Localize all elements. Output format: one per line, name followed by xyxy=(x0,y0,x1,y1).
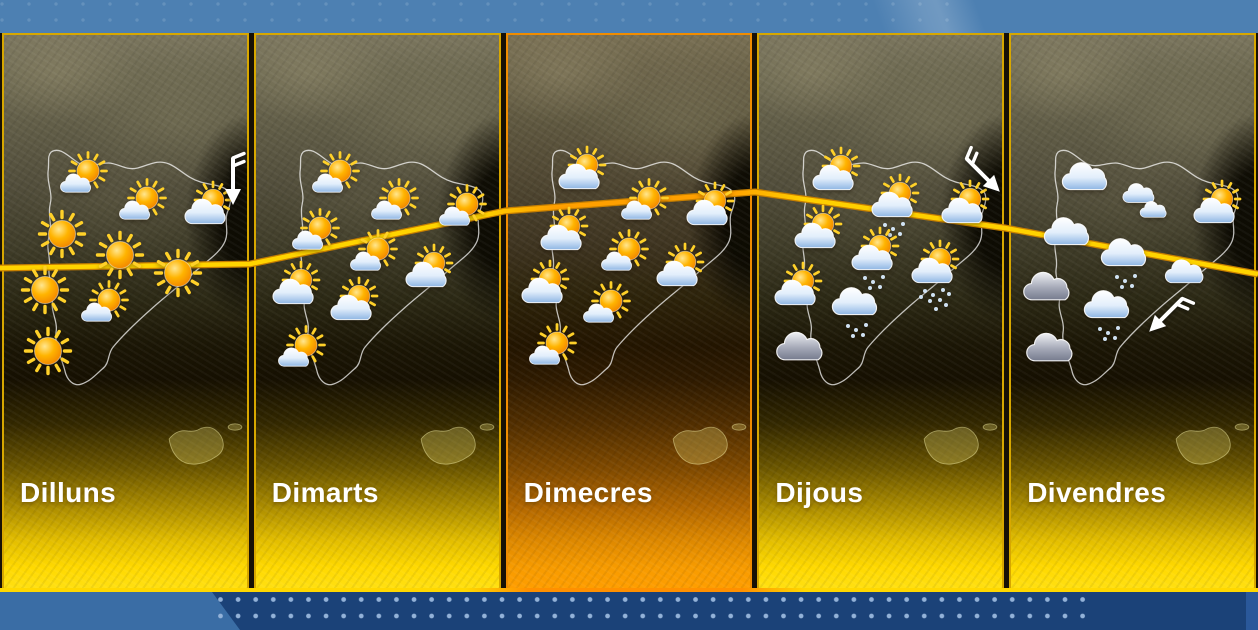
weather-icon-cloud-drizzle xyxy=(1084,290,1130,341)
menorca-island xyxy=(731,423,746,431)
bottom-bar-right-edge xyxy=(1246,592,1258,630)
top-bar-shine xyxy=(845,0,1010,33)
bottom-bar-dot-pattern xyxy=(218,597,1096,630)
day-label: Divendres xyxy=(1027,477,1167,508)
day-label: Dilluns xyxy=(20,477,117,508)
forecast-panels: Dilluns Dimarts Dimecres xyxy=(0,33,1258,592)
weather-icon-cloud_sun xyxy=(558,145,606,190)
weather-icon-sun_cloud xyxy=(582,281,631,323)
day-panel-dijous: Dijous xyxy=(757,33,1005,592)
weather-icon-cloud_sun xyxy=(812,146,861,191)
bottom-bar xyxy=(0,592,1258,630)
weather-icon-sun_cloud xyxy=(81,280,129,322)
bottom-bar-light-wedge xyxy=(0,592,240,630)
weather-icon-sun xyxy=(153,248,203,298)
day-panel-dilluns: Dilluns xyxy=(2,33,249,592)
wind-arrow-icon xyxy=(225,151,246,205)
menorca-island xyxy=(1234,423,1250,431)
mallorca-island xyxy=(672,426,728,465)
catalonia-map-outline xyxy=(298,149,495,465)
day-panel-dimecres: Dimecres xyxy=(505,33,753,592)
mallorca-island xyxy=(168,426,224,465)
weather-icon-sun_cloud xyxy=(277,325,326,367)
day-panel-dimarts: Dimarts xyxy=(253,33,501,592)
mallorca-island xyxy=(420,426,476,465)
day-label: Dimecres xyxy=(523,477,653,508)
menorca-island xyxy=(983,423,998,431)
wind-arrow-icon xyxy=(1149,296,1196,332)
mallorca-island xyxy=(924,426,980,465)
day-label: Dimarts xyxy=(271,477,379,508)
weather-icon-cloud xyxy=(1062,162,1108,191)
wind-arrow-icon xyxy=(965,145,1001,192)
top-bar-dot-pattern xyxy=(0,2,960,33)
weather-icon-cloud_gray xyxy=(1026,332,1073,362)
weather-icon-sun_cloud xyxy=(311,151,360,193)
day-label: Dijous xyxy=(775,477,864,508)
menorca-island xyxy=(479,423,495,431)
top-bar xyxy=(0,0,1258,33)
weather-icon-cloud_sun xyxy=(330,276,379,321)
weather-icon-sun xyxy=(23,326,73,376)
weather-icon-cloud_sun xyxy=(405,243,454,288)
weather-icon-sun_cloud xyxy=(528,323,577,365)
menorca-island xyxy=(227,423,243,431)
day-panel-divendres: Divendres xyxy=(1009,33,1256,592)
weather-icon-cloud_gray xyxy=(776,331,823,361)
weather-icon-cloud_sun-rain xyxy=(911,239,960,311)
weather-icon-cloud-drizzle xyxy=(832,287,878,338)
weather-icon-cloud_sun xyxy=(656,242,704,287)
mallorca-island xyxy=(1175,426,1231,465)
